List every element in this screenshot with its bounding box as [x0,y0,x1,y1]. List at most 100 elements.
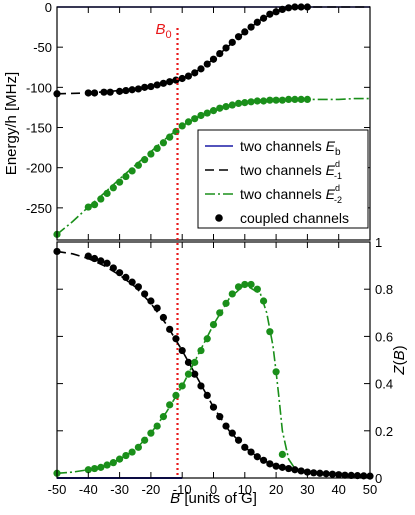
bottom-series-1-line [56,283,371,477]
bottom-series-3-marker [197,346,205,355]
top-series-3-marker [90,89,99,97]
bottom-series-3-marker [122,451,130,460]
bottom-series-2-marker [285,464,293,473]
bottom-series-3-marker [203,335,211,343]
bottom-series-3-marker [97,463,105,471]
legend-entry-sub: -2 [334,195,342,205]
bottom-series-3-marker [253,285,261,293]
bottom-series-2-marker [347,471,355,479]
top-series-4-marker [84,203,92,211]
top-series-3-marker [222,44,230,52]
bottom-series-3-marker [147,429,155,437]
bottom-series-3-marker [109,459,117,467]
top-series-4-marker [141,156,149,164]
bottom-series-2-marker [341,471,349,479]
bottom-series-3-marker [209,321,218,329]
top-series-4-marker [234,99,243,108]
top-series-4-marker [191,115,199,123]
bottom-series-3-marker [84,466,92,474]
b0-annotation-sub: 0 [166,29,172,41]
top-series-3-marker [116,87,124,95]
bottom-ytick-label: 1 [375,235,382,250]
bottom-xlabel-rest: [units of G] [180,490,257,507]
top-ylabel: Energy/h [MHz] [3,72,20,175]
top-series-3-marker [141,83,149,91]
top-series-4-marker [109,184,117,192]
bottom-series-2-marker [191,370,199,378]
top-series-4-marker [153,144,161,153]
bottom-xtick-label: 0 [210,482,217,497]
legend-entry-sub: b [335,147,341,158]
bottom-series-2-marker [278,463,286,471]
top-series-3-marker [128,86,136,94]
bottom-ytick-label: 0.2 [375,424,393,439]
legend-marker [215,214,223,222]
top-series-4-marker [241,99,249,107]
bottom-series-2-marker [153,304,161,312]
bottom-series-2-marker [159,313,168,322]
bottom-xtick-label: 30 [300,482,314,497]
top-series-4-marker [116,178,124,186]
bottom-series-2-marker [272,462,280,470]
bottom-series-3-marker [247,280,255,289]
bottom-series-2-marker [128,278,136,286]
bottom-series-2-marker [203,391,211,399]
top-series-4-marker [303,95,311,103]
bottom-xtick-label: 40 [331,482,345,497]
bottom-series-3-marker [234,283,243,291]
bottom-series-3-marker [128,448,136,456]
bottom-series-3-marker [103,461,111,469]
top-series-3-marker [122,86,130,95]
bottom-series-3-marker [222,299,230,307]
top-series-1-line [56,6,370,95]
bottom-series-2-marker [184,358,193,366]
bottom-ylabel-z: Z [391,365,408,376]
top-series-4-marker [209,107,218,115]
bottom-ytick-label: 0 [375,471,382,486]
bottom-series-2-marker [222,422,230,430]
bottom-xtick-label: -20 [142,482,161,497]
bottom-series-2-marker [247,448,255,456]
bottom-xtick-label: 50 [363,482,377,497]
top-series-3-marker [241,28,249,36]
top-plot-frame [56,6,371,241]
bottom-series-2-marker [322,470,330,478]
bottom-ylabel-b: B [391,350,408,360]
bottom-xtick-label: 10 [238,482,252,497]
top-series-3-marker [278,5,286,14]
top-series-3-marker [203,60,211,68]
top-series-3-marker [253,18,261,26]
bottom-series-2-marker [291,466,299,474]
legend-entry-symbol: E [326,138,336,154]
top-series-4-marker [197,111,205,120]
top-series-4-marker [103,189,111,197]
bottom-series-3-marker [178,382,186,390]
bottom-series-2-marker [90,254,99,263]
bottom-series-3-marker [90,464,99,473]
bottom-xtick-label: -40 [79,482,98,497]
bottom-xlabel-symbol: B [170,490,180,507]
top-ytick-label: -250 [26,201,52,216]
top-series-3-marker [285,4,293,12]
top-series-4-marker [147,150,155,158]
top-panel: 0 -50 -100 -150 -200 -250 Energy/h [MHz] [3,0,371,241]
bottom-series-2-marker [228,429,236,437]
bottom-series-3-marker [153,422,161,430]
legend-entry-label: two channels Ed -2 [240,183,342,205]
bottom-xtick-label: -30 [110,482,129,497]
top-series-4-marker [90,201,99,209]
bottom-series-2-marker [84,252,92,260]
bottom-series-2-marker [141,290,149,298]
bottom-series-3-marker [166,401,174,409]
top-series-4-marker [134,161,142,169]
b0-annotation: B0 [156,21,172,41]
bottom-series-2-marker [172,335,180,343]
top-series-3-marker [172,76,180,84]
bottom-xtick-label: -10 [173,482,192,497]
top-series-4-marker [222,103,230,111]
top-series-4-marker [128,167,136,175]
legend-entry-label: two channels Ed -1 [240,159,342,181]
bottom-series-2-marker [234,436,243,444]
top-series-4-marker [228,101,236,109]
